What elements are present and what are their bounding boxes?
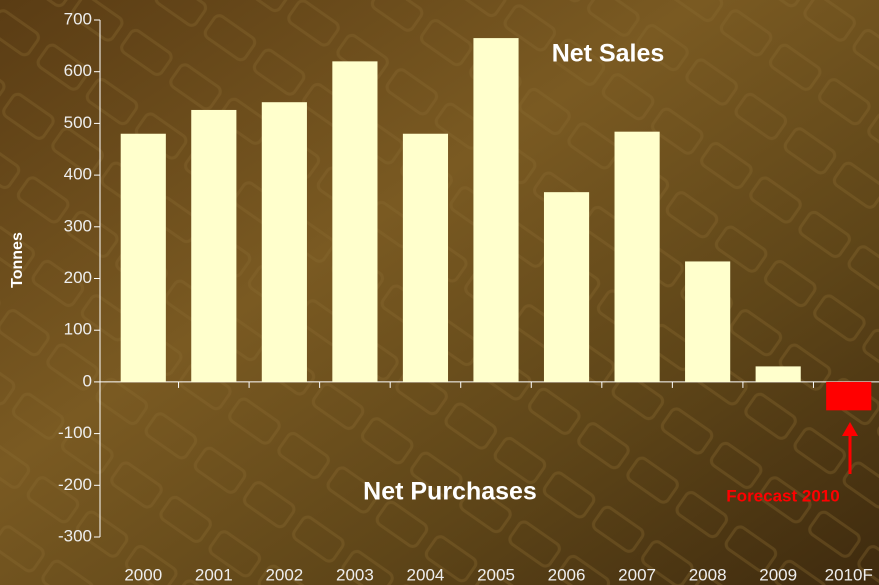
y-tick-label: -200 bbox=[58, 475, 92, 494]
y-tick-label: 500 bbox=[64, 113, 92, 132]
bar bbox=[614, 131, 660, 382]
y-tick-label: 600 bbox=[64, 61, 92, 80]
arrow-head bbox=[842, 422, 858, 436]
y-tick-label: 400 bbox=[64, 165, 92, 184]
x-tick-label: 2007 bbox=[618, 565, 656, 584]
x-tick-label: 2003 bbox=[336, 565, 374, 584]
annotation: Forecast 2010 bbox=[726, 486, 839, 505]
plot: -300 -200 -100 0 100 200 300 400 500 600 700 2000 20… bbox=[58, 9, 879, 584]
y-tick-label: 300 bbox=[64, 216, 92, 235]
x-tick-label: 2008 bbox=[689, 565, 727, 584]
x-tick-label: 2010F bbox=[825, 565, 873, 584]
bar bbox=[261, 102, 307, 382]
bar bbox=[191, 109, 237, 382]
x-tick-label: 2001 bbox=[195, 565, 233, 584]
x-tick-label: 2009 bbox=[759, 565, 797, 584]
y-tick-label: -300 bbox=[58, 526, 92, 545]
y-tick-label: -100 bbox=[58, 423, 92, 442]
annotation: Net Purchases bbox=[363, 478, 537, 506]
annotation: Net Sales bbox=[552, 40, 665, 68]
y-tick-label: 200 bbox=[64, 268, 92, 287]
bar bbox=[402, 133, 449, 382]
x-tick-label: 2004 bbox=[407, 565, 445, 584]
y-tick-label: 700 bbox=[64, 9, 92, 28]
bar bbox=[685, 261, 731, 382]
x-tick-label: 2005 bbox=[477, 565, 515, 584]
x-tick-label: 2006 bbox=[548, 565, 586, 584]
y-axis-label: Tonnes bbox=[9, 232, 26, 288]
bar bbox=[332, 61, 378, 382]
bar bbox=[826, 381, 872, 411]
bar bbox=[473, 38, 519, 382]
bar bbox=[543, 192, 590, 382]
y-tick-label: 100 bbox=[64, 320, 92, 339]
x-tick-label: 2000 bbox=[124, 565, 162, 584]
bar bbox=[120, 133, 166, 382]
bar bbox=[755, 366, 801, 382]
x-tick-label: 2002 bbox=[265, 565, 303, 584]
y-tick-label: 0 bbox=[83, 371, 92, 390]
